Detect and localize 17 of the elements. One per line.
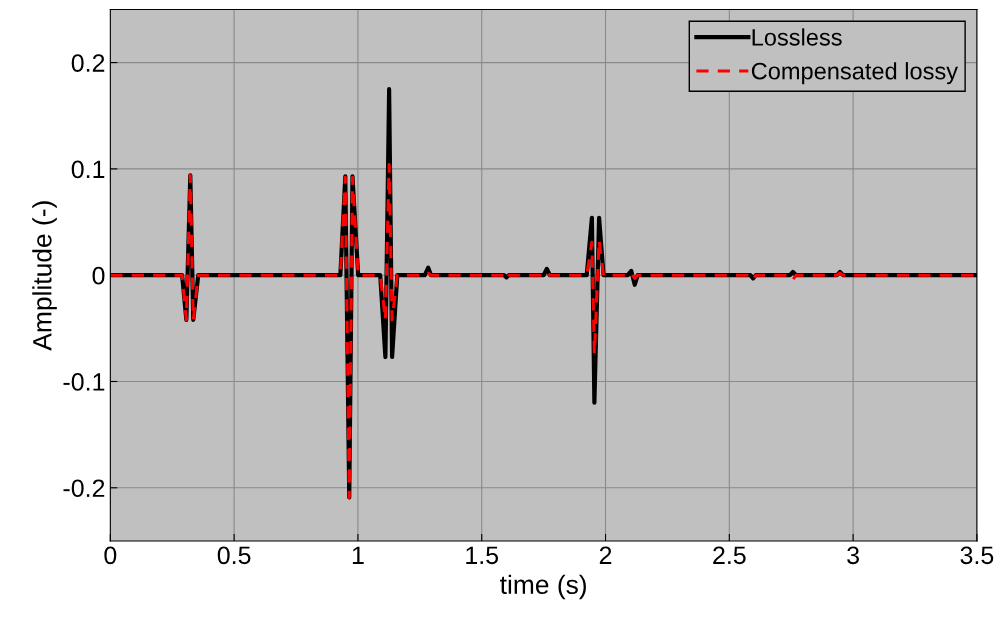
x-tick-label: 3.5 (960, 546, 994, 565)
x-tick-label: 0.5 (217, 546, 251, 565)
x-tick-label: 1 (352, 546, 364, 564)
y-tick-label: -0.1 (63, 373, 105, 391)
legend-label: Lossless (752, 28, 842, 46)
x-axis-title: time (s) (500, 574, 586, 600)
legend-label: Compensated lossy (751, 62, 958, 85)
y-tick-label: 0 (92, 266, 105, 285)
y-tick-label: 0.2 (71, 54, 105, 72)
y-tick-label: 0.1 (71, 160, 105, 179)
y-tick-label: -0.2 (63, 479, 105, 498)
y-axis-title: Amplitude (-) (32, 201, 57, 351)
x-tick-label: 2 (599, 546, 612, 564)
x-tick-label: 3 (847, 546, 859, 565)
x-tick-label: 2.5 (713, 546, 746, 565)
x-tick-label: 1.5 (466, 546, 499, 565)
x-tick-label: 0 (104, 546, 117, 565)
